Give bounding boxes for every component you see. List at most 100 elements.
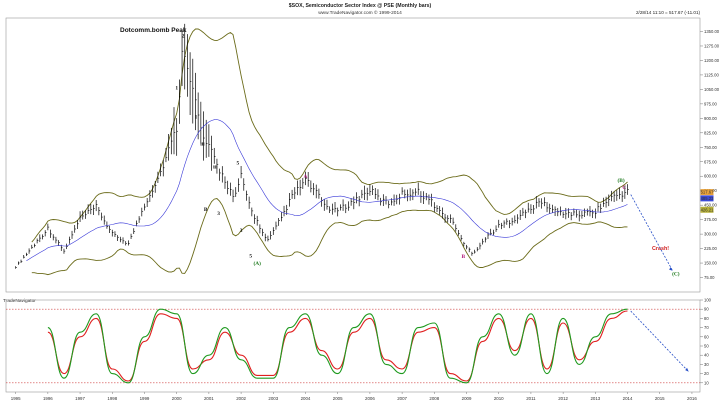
stoch-axis-tick-label: 10 xyxy=(704,380,709,385)
price-bar xyxy=(474,249,476,254)
wave-label: B xyxy=(461,254,465,260)
price-bar xyxy=(119,236,122,243)
price-axis-tick-label: 1275.00 xyxy=(704,43,720,48)
price-axis-tick-label: 450.00 xyxy=(704,203,717,208)
price-bar xyxy=(254,214,256,224)
lower-band xyxy=(31,198,628,276)
price-bar xyxy=(189,52,192,116)
price-bar xyxy=(307,172,310,187)
price-bar xyxy=(388,200,390,209)
price-bar xyxy=(125,241,127,246)
price-bar xyxy=(278,217,280,226)
price-bar xyxy=(399,193,401,205)
price-bar xyxy=(122,237,125,244)
price-bar xyxy=(141,207,144,217)
price-bar xyxy=(315,184,318,199)
price-bar xyxy=(184,23,187,90)
price-bar xyxy=(211,135,213,171)
price-bar xyxy=(452,217,455,225)
price-bar xyxy=(79,211,82,222)
upper-band xyxy=(31,28,628,243)
price-bar xyxy=(342,199,345,211)
price-bar xyxy=(374,187,377,200)
price-bar xyxy=(549,203,552,214)
price-bar xyxy=(44,230,47,237)
price-bar xyxy=(501,222,503,230)
price-bar xyxy=(68,236,71,244)
price-bar xyxy=(106,221,109,229)
price-bar xyxy=(286,204,289,215)
price-bar xyxy=(168,133,170,161)
wave-label: 1 xyxy=(195,114,198,120)
price-bar xyxy=(34,243,36,248)
chart-subtitle: www.TradeNavigator.com © 1999-2014 xyxy=(318,9,402,16)
price-bar xyxy=(50,229,52,238)
price-axis-tick-label: 75.00 xyxy=(704,275,715,280)
price-bar xyxy=(323,198,326,211)
price-bar xyxy=(431,193,433,207)
wave-label: 2 xyxy=(182,33,185,39)
price-bar xyxy=(111,229,114,237)
projection-line xyxy=(630,194,673,271)
x-axis-tick-label: 2014 xyxy=(623,396,633,401)
wave-label: B xyxy=(204,207,208,213)
x-axis-tick-label: 2003 xyxy=(268,396,278,401)
price-bar xyxy=(458,230,460,236)
price-bar xyxy=(476,247,479,252)
x-axis-tick-label: 2010 xyxy=(494,396,504,401)
price-bar xyxy=(436,205,439,213)
price-label: 426.21 xyxy=(701,207,714,212)
price-bar xyxy=(208,124,211,157)
price-bar xyxy=(361,189,364,199)
price-bar xyxy=(527,202,530,213)
wave-label: 3 xyxy=(217,211,220,217)
price-bar xyxy=(195,72,197,131)
price-panel-frame xyxy=(5,17,701,293)
price-label: 485.23 xyxy=(701,196,714,201)
wave-label: (C) xyxy=(672,271,680,278)
price-axis-tick-label: 675.00 xyxy=(704,159,717,164)
price-bar xyxy=(275,221,278,230)
price-axis-tick-label: 1200.00 xyxy=(704,58,720,63)
price-bar xyxy=(535,196,538,209)
wave-label: (B) xyxy=(618,177,625,184)
price-bar xyxy=(517,214,519,224)
price-bar xyxy=(20,259,23,263)
x-axis-tick-label: 1996 xyxy=(43,396,53,401)
price-bar xyxy=(101,212,103,221)
price-bar xyxy=(130,233,133,240)
price-bar xyxy=(627,184,629,195)
stoch-axis-tick-label: 90 xyxy=(704,307,709,312)
moving-average-path xyxy=(26,119,628,261)
price-bar xyxy=(613,191,616,202)
stoch-axis-tick-label: 20 xyxy=(704,371,709,376)
price-bar xyxy=(232,189,235,203)
price-bar xyxy=(154,181,157,193)
price-axis-tick-label: 225.00 xyxy=(704,246,717,251)
x-axis-tick-label: 2008 xyxy=(429,396,439,401)
price-bar xyxy=(157,171,160,183)
price-bar xyxy=(525,209,527,219)
price-bar xyxy=(546,202,549,213)
price-bar xyxy=(85,210,87,219)
x-axis-tick-label: 1999 xyxy=(140,396,150,401)
price-label-box xyxy=(700,195,714,202)
price-bar xyxy=(466,244,468,250)
price-bar xyxy=(146,197,149,207)
price-bar xyxy=(133,228,136,235)
price-bar xyxy=(259,224,262,234)
price-bar xyxy=(114,231,117,238)
price-bar xyxy=(382,194,385,207)
price-y-axis: 1350.00 1275.00 1200.00 1125.00 1050.00 975.0… xyxy=(700,29,720,280)
price-bar xyxy=(503,220,506,228)
price-axis-tick-label: 1350.00 xyxy=(704,29,720,34)
price-bar xyxy=(340,204,342,211)
price-bar xyxy=(240,166,243,179)
price-bar xyxy=(109,225,111,233)
price-bar xyxy=(578,210,581,222)
x-axis-tick-label: 1997 xyxy=(75,396,85,401)
price-bar xyxy=(313,183,315,196)
price-bar xyxy=(136,220,138,227)
price-bar xyxy=(460,234,463,241)
